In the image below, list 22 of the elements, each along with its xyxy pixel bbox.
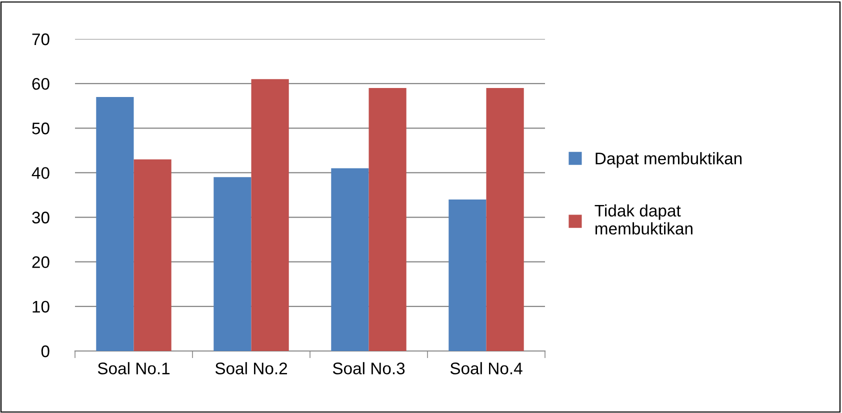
y-tick-label: 20 — [32, 256, 50, 268]
bar — [486, 88, 524, 351]
legend-label: Dapat membuktikan — [596, 152, 742, 168]
y-tick-label: 50 — [32, 122, 50, 134]
bar — [331, 168, 369, 351]
y-tick-label: 0 — [41, 345, 50, 358]
bar — [96, 96, 134, 351]
x-tick-label: Soal No.2 — [215, 362, 288, 374]
bar — [368, 88, 406, 351]
bar — [251, 79, 289, 351]
legend-label: Tidak dapat membuktikan — [594, 204, 692, 235]
bar — [134, 159, 172, 351]
x-tick-label: Soal No.4 — [450, 362, 522, 374]
bar — [448, 199, 486, 351]
bar — [214, 177, 252, 351]
x-tick-label: Soal No.3 — [332, 362, 405, 374]
y-tick-label: 60 — [32, 78, 50, 90]
y-tick-label: 10 — [32, 300, 50, 313]
y-tick-label: 40 — [32, 167, 50, 179]
y-tick-label: 30 — [32, 212, 50, 224]
x-tick-label: Soal No.1 — [98, 362, 170, 374]
y-tick-label: 70 — [32, 33, 50, 46]
